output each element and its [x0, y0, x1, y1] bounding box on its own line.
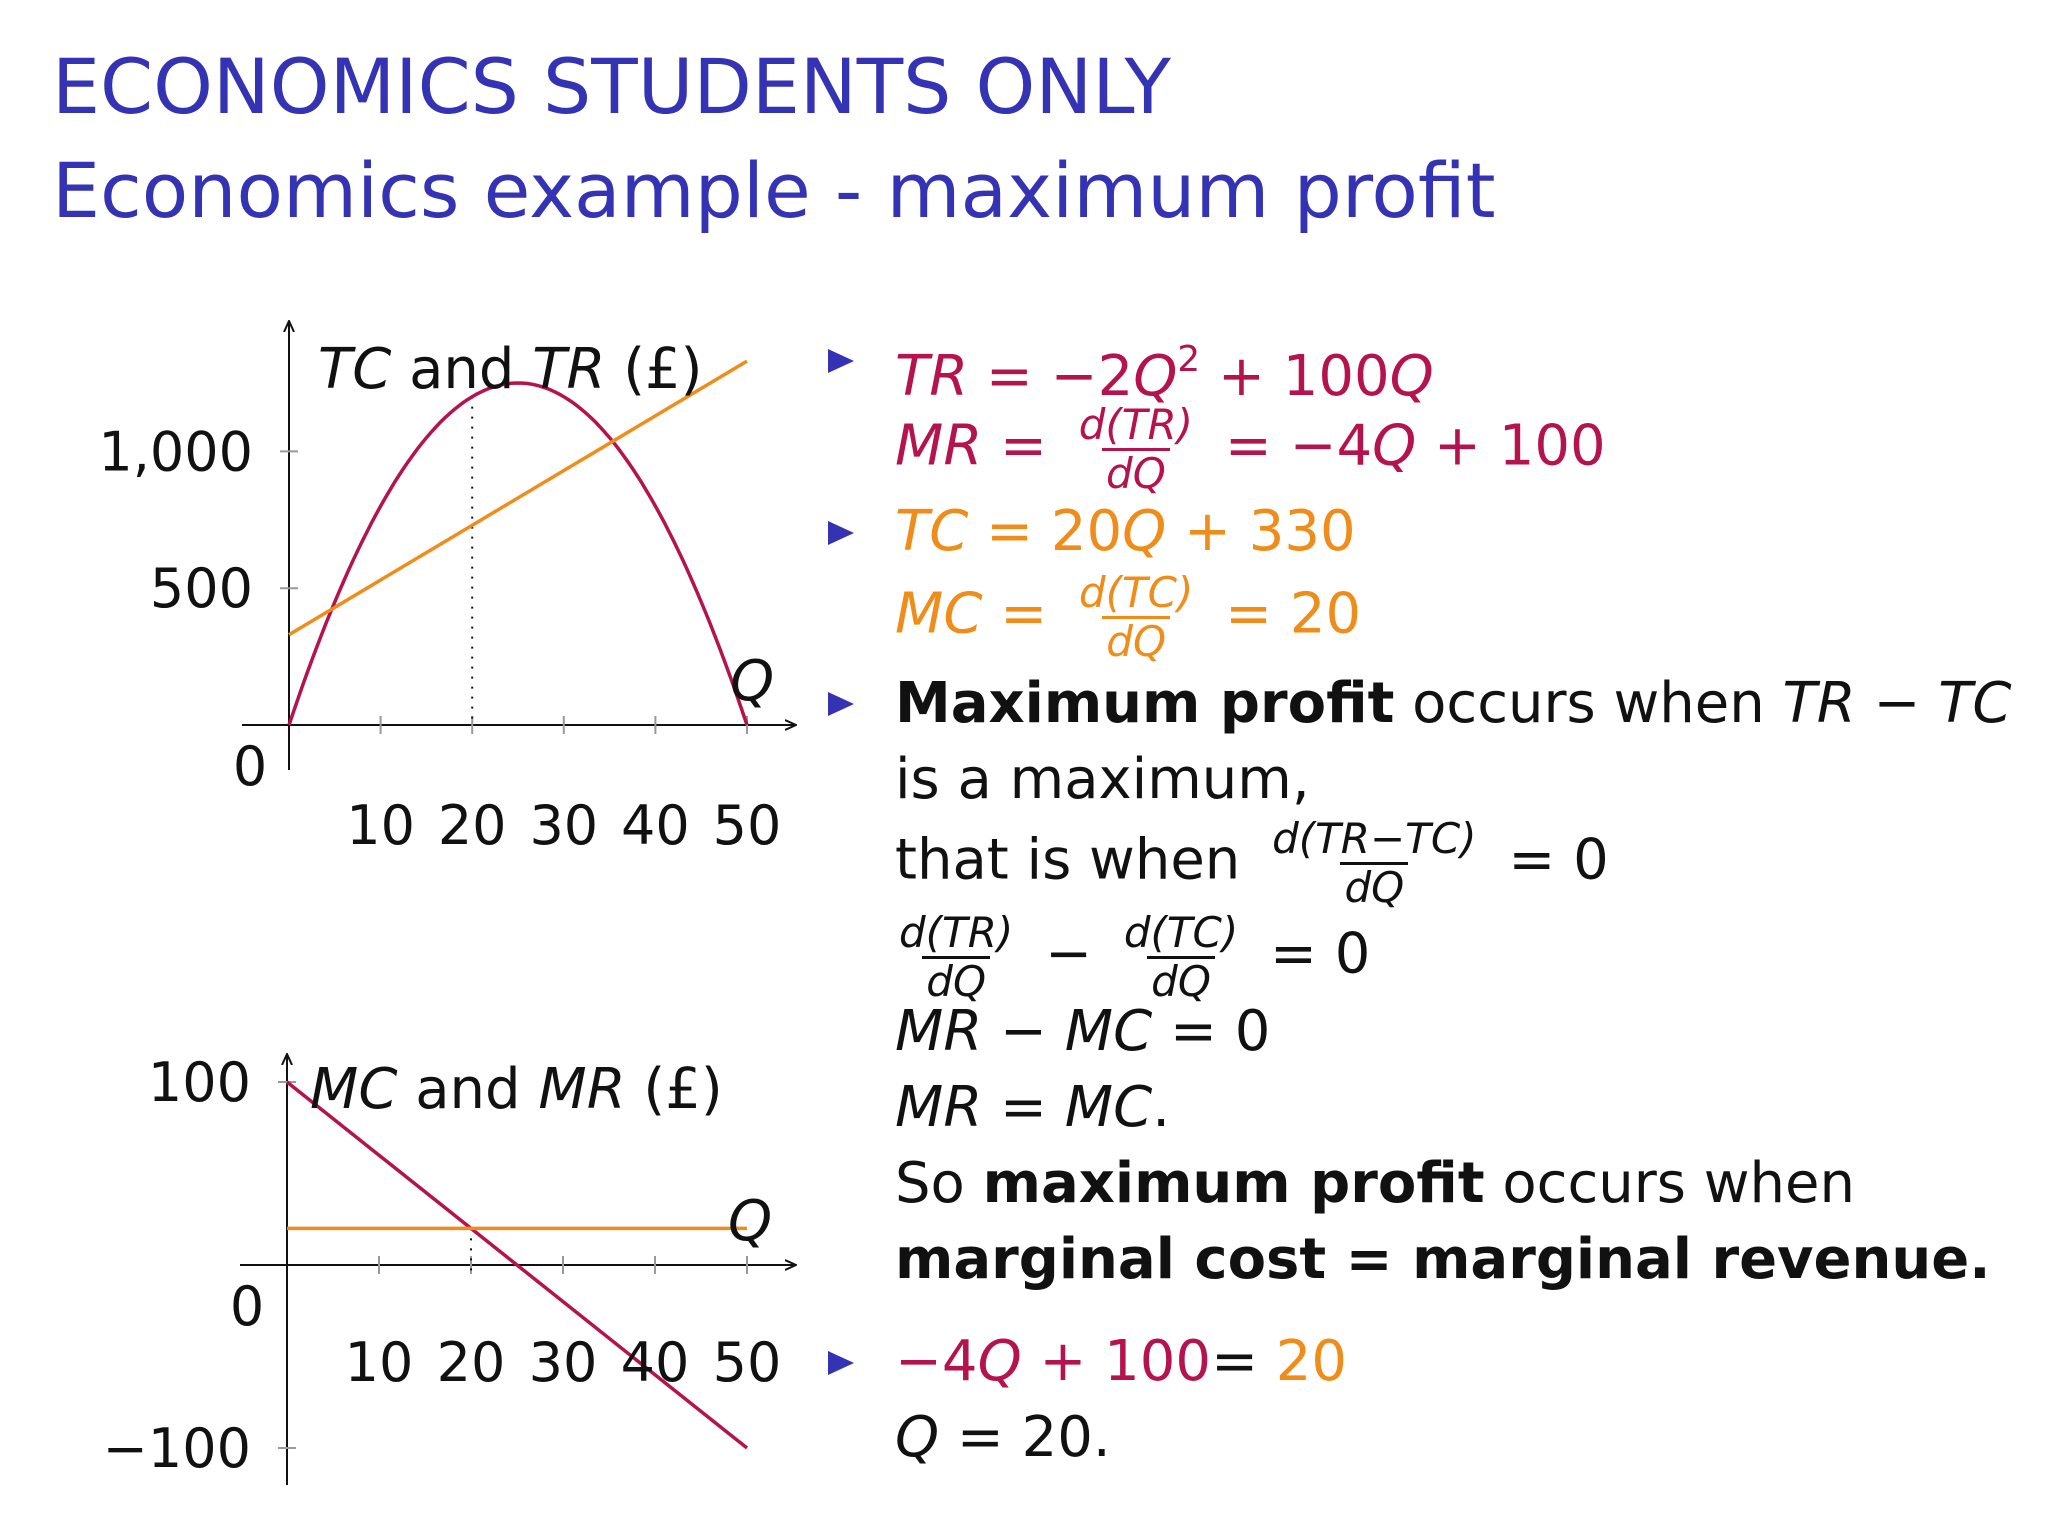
- x-tick-label: 10: [346, 794, 415, 857]
- x-tick-label: 40: [621, 794, 690, 857]
- profit-line-5: MR − MC = 0: [895, 999, 1271, 1064]
- tc-tr-chart: 10 20 30 40 50 500 1,000 0 Q TC and TR (£): [98, 300, 820, 857]
- y-tick-label: 100: [148, 1051, 251, 1114]
- y-tick-label: −100: [103, 1417, 251, 1480]
- bullet-marker: [828, 692, 854, 716]
- x-axis-label: Q: [730, 649, 774, 714]
- x-tick-label: 20: [438, 794, 507, 857]
- mc-equation: MC = d(TC) dQ = 20: [895, 568, 1362, 666]
- tr-curve: [287, 381, 749, 726]
- tc-equation: TC = 20Q + 330: [895, 499, 1356, 564]
- profit-line-3: that is when d(TR−TC) dQ = 0: [895, 814, 1609, 912]
- page-subtitle: Economics example - maximum profit: [52, 146, 1496, 235]
- x-tick-label: 10: [345, 1331, 414, 1394]
- chart1-title: TC and TR (£): [318, 337, 703, 402]
- origin-label: 0: [233, 735, 267, 798]
- profit-line-4: d(TR) dQ − d(TC) dQ = 0: [899, 908, 1371, 1006]
- bullet-marker: [828, 1351, 854, 1375]
- chart2-title: MC and MR (£): [310, 1057, 723, 1122]
- solve-line-1: −4Q + 100= 20: [895, 1329, 1348, 1394]
- x-tick-label: 50: [713, 1331, 782, 1394]
- x-tick-label: 40: [621, 1331, 690, 1394]
- profit-line-8: marginal cost = marginal revenue.: [895, 1227, 1991, 1292]
- solve-line-2: Q = 20.: [895, 1405, 1111, 1470]
- tr-equation: TR = −2Q2 + 100Q: [895, 339, 1434, 409]
- x-tick-label: 30: [529, 794, 598, 857]
- y-tick-label: 500: [150, 557, 253, 620]
- x-tick-label: 50: [713, 794, 782, 857]
- profit-line-6: MR = MC.: [895, 1075, 1170, 1140]
- profit-line-7: So maximum profit occurs when: [895, 1151, 1855, 1216]
- mc-mr-chart: 10 20 30 40 50 100 −100 0 Q MC and MR (£): [103, 1051, 820, 1485]
- tc-curve: [288, 359, 748, 637]
- y-tick-label: 1,000: [98, 420, 253, 483]
- bullet-marker: [828, 521, 854, 545]
- bullet-marker: [828, 349, 854, 373]
- page-title: ECONOMICS STUDENTS ONLY: [52, 42, 1171, 131]
- origin-label: 0: [230, 1275, 264, 1338]
- profit-line-2: is a maximum,: [895, 747, 1310, 812]
- x-tick-label: 20: [437, 1331, 506, 1394]
- profit-line-1: Maximum profit occurs when TR − TC: [895, 671, 2012, 736]
- x-axis-label: Q: [728, 1189, 772, 1254]
- x-tick-label: 30: [529, 1331, 598, 1394]
- mr-equation: MR = d(TR) dQ = −4Q + 100: [895, 400, 1606, 498]
- mr-curve: [285, 1080, 749, 1450]
